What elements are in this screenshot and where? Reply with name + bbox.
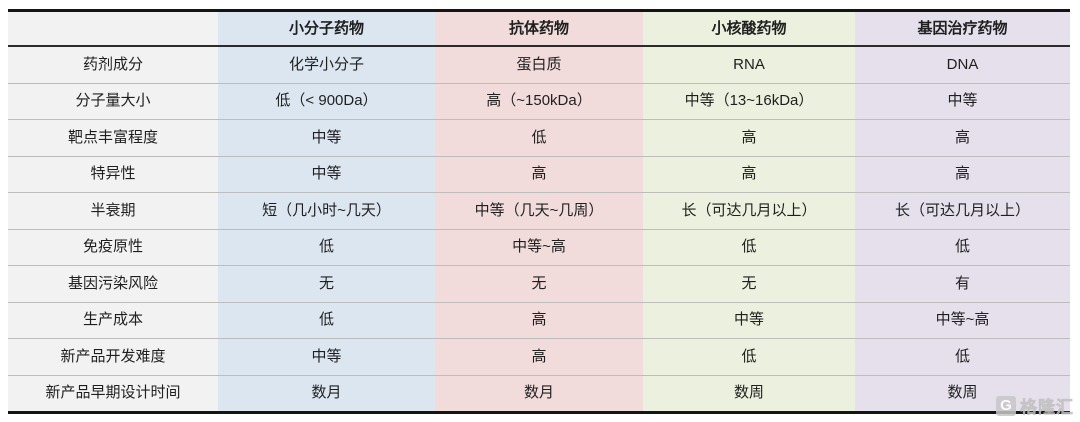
data-cell: 长（可达几月以上）: [855, 192, 1070, 230]
data-cell: 低: [435, 119, 643, 157]
data-cell: 低: [218, 229, 435, 266]
data-cell: 高: [643, 119, 855, 157]
data-cell: 高: [855, 119, 1070, 157]
data-cell: RNA: [643, 46, 855, 84]
table-row: 分子量大小 低（< 900Da） 高（~150kDa） 中等（13~16kDa）…: [8, 83, 1070, 120]
row-label: 基因污染风险: [8, 265, 218, 303]
data-cell: DNA: [855, 46, 1070, 84]
data-cell: 低: [855, 338, 1070, 376]
data-cell: 数月: [218, 375, 435, 414]
watermark-text: 格隆汇: [1020, 398, 1074, 418]
table-row: 新产品开发难度 中等 高 低 低: [8, 338, 1070, 376]
data-cell: 低: [855, 229, 1070, 266]
row-label: 免疫原性: [8, 229, 218, 266]
data-cell: 高: [435, 156, 643, 193]
data-cell: 高: [435, 338, 643, 376]
data-cell: 高: [435, 302, 643, 339]
watermark: G 格隆汇: [996, 393, 1074, 418]
table-row: 半衰期 短（几小时~几天） 中等（几天~几周） 长（可达几月以上） 长（可达几月…: [8, 192, 1070, 230]
drug-comparison-table: 小分子药物 抗体药物 小核酸药物 基因治疗药物 药剂成分 化学小分子 蛋白质 R…: [8, 9, 1070, 414]
column-header-small-molecule: 小分子药物: [218, 10, 435, 47]
data-cell: 低: [218, 302, 435, 339]
data-cell: 中等~高: [435, 229, 643, 266]
data-cell: 数周: [855, 375, 1070, 414]
table-row: 药剂成分 化学小分子 蛋白质 RNA DNA: [8, 46, 1070, 84]
column-header-small-nucleic-acid: 小核酸药物: [643, 10, 855, 47]
data-cell: 高: [643, 156, 855, 193]
data-cell: 无: [218, 265, 435, 303]
data-cell: 短（几小时~几天）: [218, 192, 435, 230]
data-cell: 中等: [218, 338, 435, 376]
table-row: 生产成本 低 高 中等 中等~高: [8, 302, 1070, 339]
data-cell: 中等（13~16kDa）: [643, 83, 855, 120]
data-cell: 低: [643, 338, 855, 376]
data-cell: 无: [435, 265, 643, 303]
column-header-antibody: 抗体药物: [435, 10, 643, 47]
data-cell: 中等: [218, 119, 435, 157]
data-cell: 中等: [218, 156, 435, 193]
data-cell: 数周: [643, 375, 855, 414]
data-cell: 中等（几天~几周）: [435, 192, 643, 230]
row-label: 半衰期: [8, 192, 218, 230]
data-cell: 中等: [855, 83, 1070, 120]
row-label: 特异性: [8, 156, 218, 193]
row-label: 药剂成分: [8, 46, 218, 84]
table-row: 靶点丰富程度 中等 低 高 高: [8, 119, 1070, 157]
table-row: 新产品早期设计时间 数月 数月 数周 数周: [8, 375, 1070, 414]
data-cell: 高（~150kDa）: [435, 83, 643, 120]
data-cell: 蛋白质: [435, 46, 643, 84]
table-header: 小分子药物 抗体药物 小核酸药物 基因治疗药物: [8, 10, 1070, 47]
data-cell: 数月: [435, 375, 643, 414]
header-row: 小分子药物 抗体药物 小核酸药物 基因治疗药物: [8, 10, 1070, 47]
data-cell: 高: [855, 156, 1070, 193]
row-label: 分子量大小: [8, 83, 218, 120]
column-header-gene-therapy: 基因治疗药物: [855, 10, 1070, 47]
data-cell: 中等: [643, 302, 855, 339]
row-label: 新产品早期设计时间: [8, 375, 218, 414]
row-label: 新产品开发难度: [8, 338, 218, 376]
data-cell: 低: [643, 229, 855, 266]
row-label: 靶点丰富程度: [8, 119, 218, 157]
data-cell: 长（可达几月以上）: [643, 192, 855, 230]
data-cell: 化学小分子: [218, 46, 435, 84]
data-cell: 有: [855, 265, 1070, 303]
table-row: 免疫原性 低 中等~高 低 低: [8, 229, 1070, 266]
table-row: 基因污染风险 无 无 无 有: [8, 265, 1070, 303]
data-cell: 中等~高: [855, 302, 1070, 339]
table-row: 特异性 中等 高 高 高: [8, 156, 1070, 193]
corner-cell: [8, 10, 218, 47]
data-cell: 无: [643, 265, 855, 303]
gelonghui-logo-icon: G: [996, 395, 1016, 416]
data-cell: 低（< 900Da）: [218, 83, 435, 120]
row-label: 生产成本: [8, 302, 218, 339]
table-body: 药剂成分 化学小分子 蛋白质 RNA DNA 分子量大小 低（< 900Da） …: [8, 46, 1070, 414]
